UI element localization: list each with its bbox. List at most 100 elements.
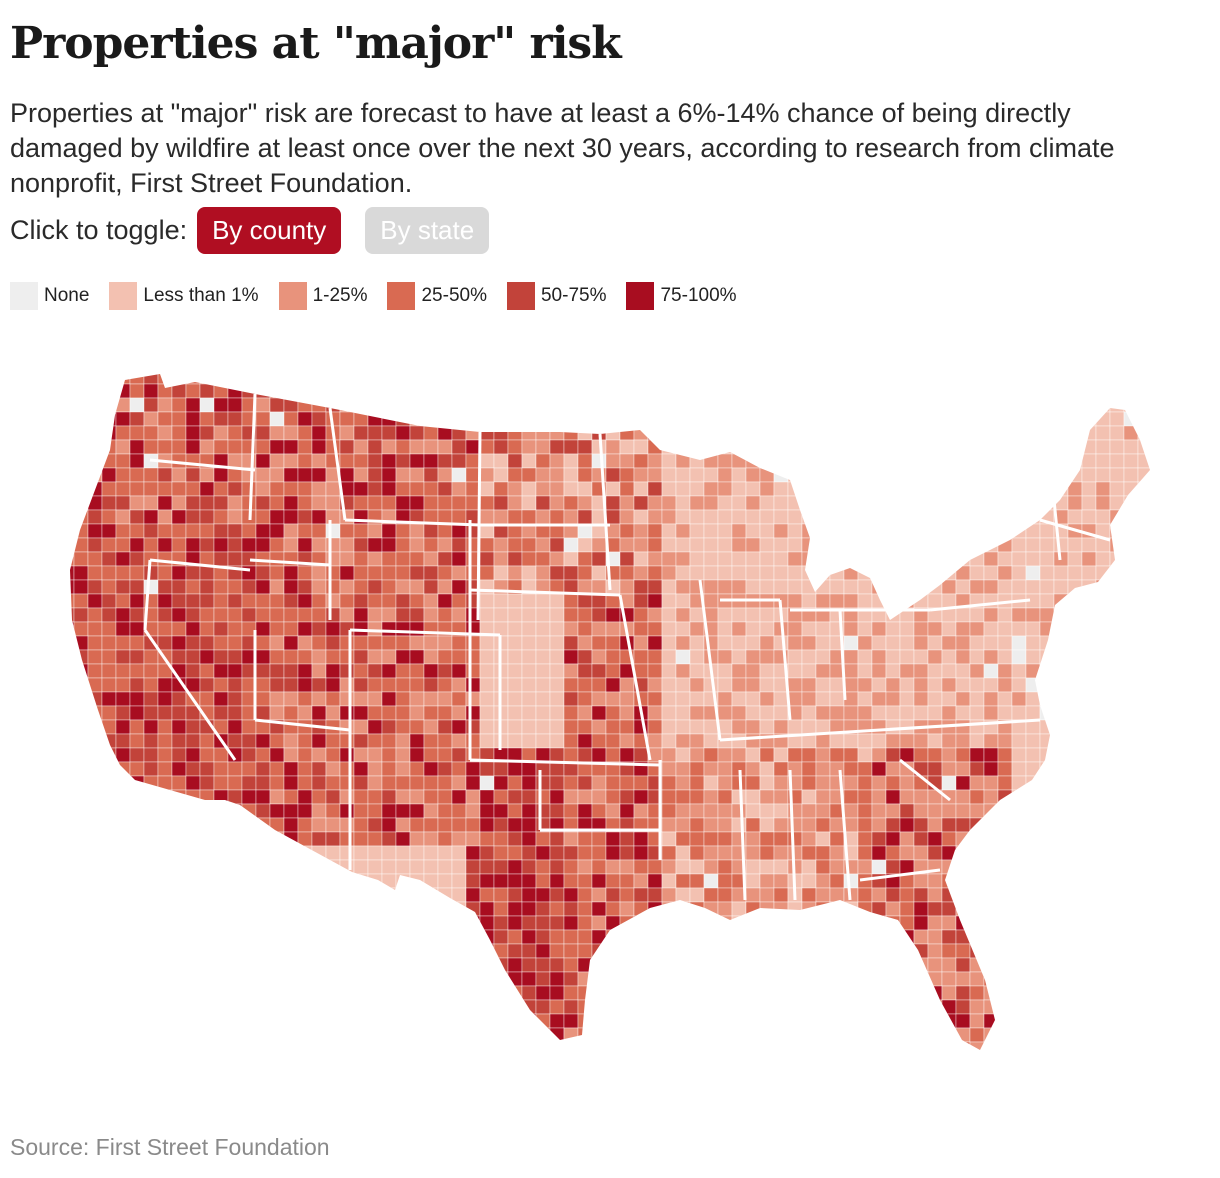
county-cell: [437, 747, 453, 763]
county-cell: [843, 747, 859, 763]
county-cell: [353, 733, 369, 749]
county-cell: [479, 649, 495, 665]
county-cell: [815, 593, 831, 609]
county-cell: [423, 817, 439, 833]
county-cell: [703, 467, 719, 483]
county-cell: [955, 551, 971, 567]
county-cell: [241, 803, 257, 819]
county-cell: [619, 831, 635, 847]
county-cell: [367, 453, 383, 469]
county-cell: [1067, 803, 1083, 819]
county-cell: [1011, 733, 1027, 749]
county-cell: [899, 677, 915, 693]
county-cell: [101, 374, 117, 385]
county-cell: [1039, 691, 1055, 707]
county-cell: [1081, 705, 1097, 721]
county-cell: [717, 1027, 733, 1043]
county-cell: [1025, 579, 1041, 595]
county-cell: [759, 523, 775, 539]
county-cell: [969, 929, 985, 945]
county-cell: [577, 467, 593, 483]
county-cell: [913, 845, 929, 861]
county-cell: [689, 481, 705, 497]
county-cell: [913, 677, 929, 693]
county-cell: [395, 453, 411, 469]
county-cell: [577, 565, 593, 581]
county-cell: [983, 691, 999, 707]
county-cell: [717, 383, 733, 399]
county-cell: [493, 915, 509, 931]
county-cell: [423, 551, 439, 567]
county-cell: [409, 439, 425, 455]
county-cell: [101, 817, 117, 833]
county-cell: [185, 873, 201, 889]
county-cell: [143, 747, 159, 763]
county-cell: [633, 831, 649, 847]
county-cell: [381, 579, 397, 595]
county-cell: [675, 677, 691, 693]
county-cell: [661, 971, 677, 987]
county-cell: [885, 593, 901, 609]
by-county-button[interactable]: By county: [197, 206, 342, 254]
county-cell: [689, 565, 705, 581]
county-cell: [297, 929, 313, 945]
county-cell: [70, 985, 75, 1001]
county-cell: [157, 691, 173, 707]
county-cell: [311, 481, 327, 497]
county-cell: [395, 677, 411, 693]
county-cell: [241, 915, 257, 931]
county-cell: [689, 1041, 705, 1050]
county-cell: [227, 803, 243, 819]
county-cell: [213, 929, 229, 945]
county-cell: [1039, 929, 1055, 945]
county-cell: [955, 691, 971, 707]
county-cell: [801, 635, 817, 651]
county-cell: [899, 705, 915, 721]
county-cell: [983, 509, 999, 525]
county-cell: [493, 425, 509, 441]
county-cell: [115, 817, 131, 833]
county-cell: [1095, 845, 1111, 861]
by-state-button[interactable]: By state: [365, 206, 490, 254]
county-cell: [115, 915, 131, 931]
county-cell: [1011, 971, 1027, 987]
county-cell: [423, 803, 439, 819]
county-cell: [955, 374, 971, 385]
county-cell: [199, 943, 215, 959]
county-cell: [955, 943, 971, 959]
county-cell: [325, 985, 341, 1001]
county-cell: [619, 929, 635, 945]
county-cell: [857, 453, 873, 469]
us-county-map[interactable]: [0, 360, 1220, 1080]
county-cell: [759, 453, 775, 469]
county-cell: [857, 999, 873, 1015]
county-cell: [731, 957, 747, 973]
county-cell: [927, 374, 943, 385]
county-cell: [143, 775, 159, 791]
county-cell: [577, 537, 593, 553]
county-cell: [899, 957, 915, 973]
county-cell: [801, 439, 817, 455]
county-cell: [1067, 453, 1083, 469]
county-cell: [647, 999, 663, 1015]
county-cell: [255, 495, 271, 511]
county-cell: [577, 775, 593, 791]
county-cell: [367, 677, 383, 693]
county-cell: [661, 929, 677, 945]
county-cell: [297, 1013, 313, 1029]
county-cell: [647, 719, 663, 735]
county-cell: [70, 915, 75, 931]
county-cell: [255, 831, 271, 847]
county-cell: [74, 1056, 88, 1070]
county-cell: [689, 887, 705, 903]
county-cell: [241, 481, 257, 497]
county-cell: [1137, 374, 1150, 385]
county-cell: [70, 649, 75, 665]
county-cell: [381, 985, 397, 1001]
county-cell: [199, 397, 215, 413]
county-cell: [1137, 495, 1150, 511]
county-cell: [969, 663, 985, 679]
county-cell: [339, 1027, 355, 1043]
county-cell: [885, 383, 901, 399]
county-cell: [927, 873, 943, 889]
